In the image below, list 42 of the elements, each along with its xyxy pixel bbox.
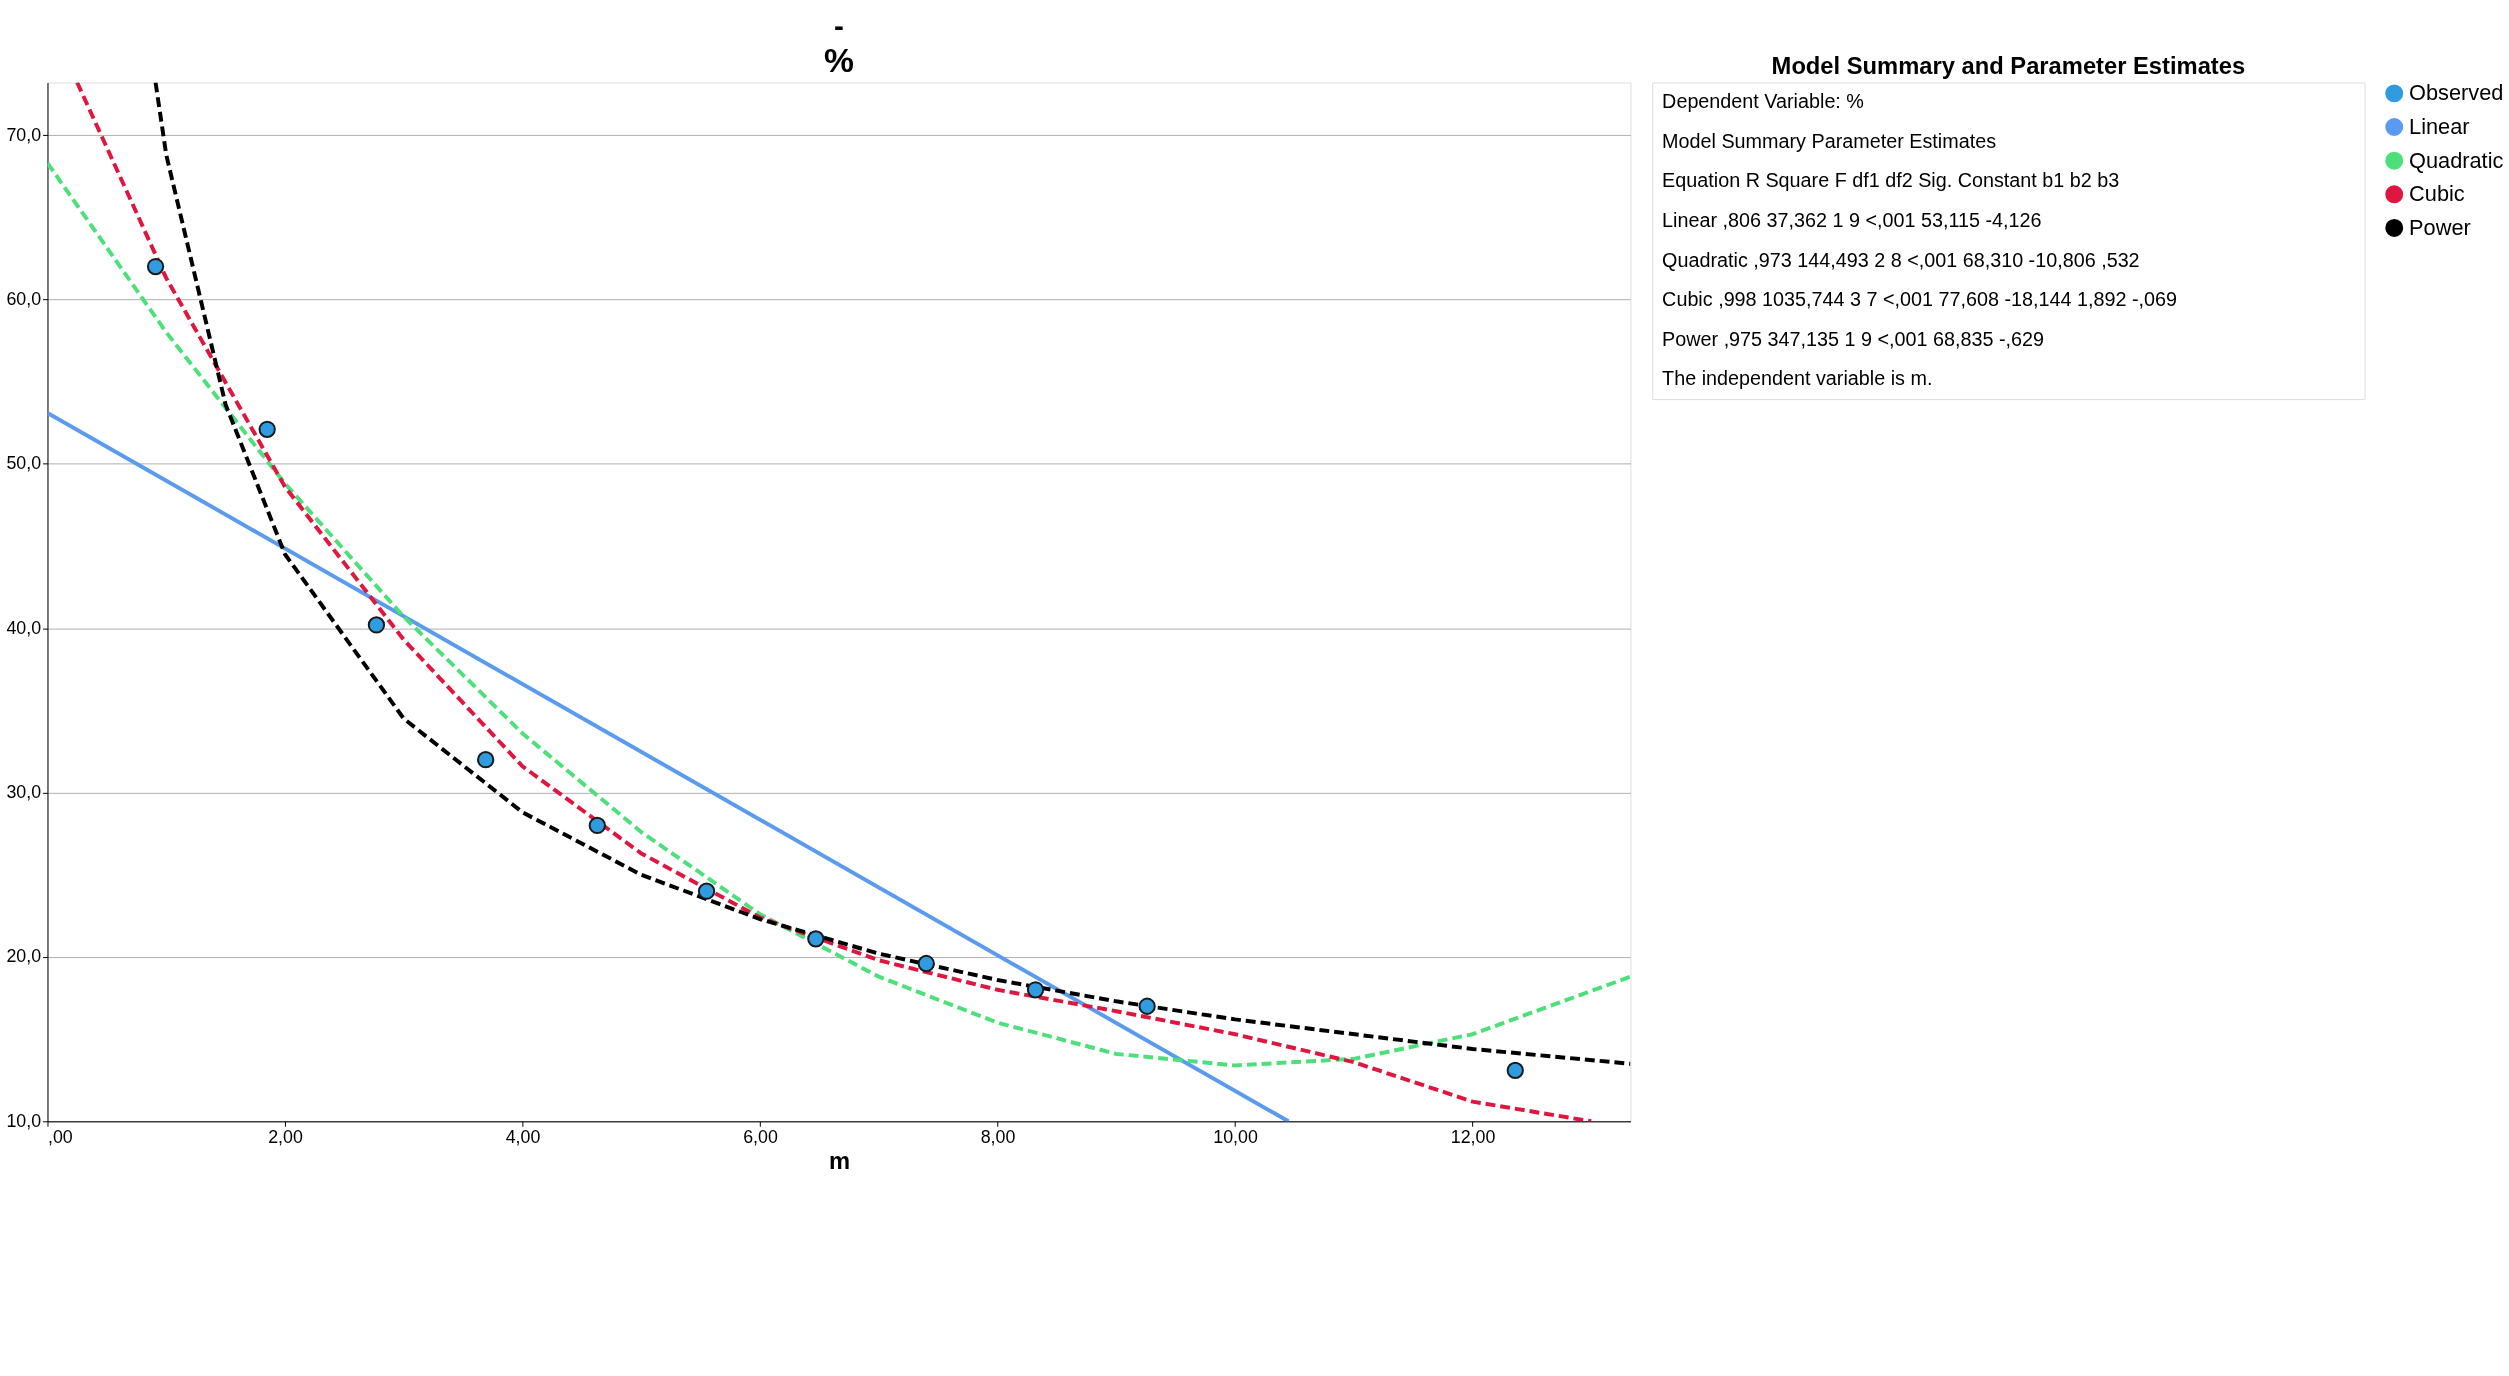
y-tick-label: 20,0 bbox=[6, 946, 42, 967]
x-tick-label: 2,00 bbox=[268, 1126, 303, 1147]
text: Linear ,806 37,362 1 9 <,001 53,115 -4,126 bbox=[1662, 208, 2042, 231]
y-tick-label: 30,0 bbox=[6, 782, 42, 803]
x-axis-title: m bbox=[828, 1148, 851, 1175]
point bbox=[697, 882, 716, 900]
text: Cubic ,998 1035,744 3 7 <,001 77,608 -18,144 1,892 -,069 bbox=[1662, 288, 2177, 311]
x-tick-label: 4,00 bbox=[505, 1126, 541, 1147]
point bbox=[1026, 981, 1045, 999]
x-tick-label: ,00 bbox=[47, 1126, 73, 1147]
text: Power ,975 347,135 1 9 <,001 68,835 -,629 bbox=[1662, 327, 2045, 350]
x-tick-label: 6,00 bbox=[743, 1126, 778, 1147]
point bbox=[588, 816, 606, 835]
legend-label: Observed bbox=[2409, 80, 2504, 106]
text: Dependent Variable: % bbox=[1662, 90, 1864, 113]
text: Quadratic ,973 144,493 2 8 <,001 68,310 -10,806 ,532 bbox=[1662, 248, 2140, 271]
point bbox=[477, 751, 495, 769]
chart-title: - bbox=[834, 8, 844, 42]
point bbox=[146, 257, 165, 276]
y-tick-label: 60,0 bbox=[6, 288, 42, 309]
x-tick-label: 12,00 bbox=[1450, 1126, 1496, 1147]
x-tick-label: 10,00 bbox=[1213, 1126, 1258, 1147]
y-tick-label: 70,0 bbox=[6, 124, 42, 145]
legend-label: Quadratic bbox=[2409, 147, 2504, 173]
point bbox=[367, 616, 386, 634]
chart-subtitle: % bbox=[824, 41, 855, 79]
text: Equation R Square F df1 df2 Sig. Constant b1 b2 b3 bbox=[1662, 169, 2120, 192]
text: Model Summary Parameter Estimates bbox=[1662, 129, 1997, 152]
y-tick-label: 10,0 bbox=[6, 1110, 42, 1131]
point bbox=[807, 930, 825, 948]
text: Model Summary and Parameter Estimates bbox=[1771, 52, 2246, 79]
point bbox=[258, 420, 276, 438]
y-tick-label: 40,0 bbox=[6, 617, 42, 638]
point bbox=[1138, 997, 1156, 1015]
legend-label: Cubic bbox=[2409, 181, 2465, 207]
text: The independent variable is m. bbox=[1662, 367, 1933, 390]
point bbox=[1506, 1061, 1524, 1079]
y-tick-label: 50,0 bbox=[6, 453, 42, 474]
legend-label: Linear bbox=[2409, 113, 2470, 139]
point bbox=[917, 954, 935, 973]
x-tick-label: 8,00 bbox=[980, 1126, 1016, 1147]
legend-label: Power bbox=[2409, 214, 2471, 240]
